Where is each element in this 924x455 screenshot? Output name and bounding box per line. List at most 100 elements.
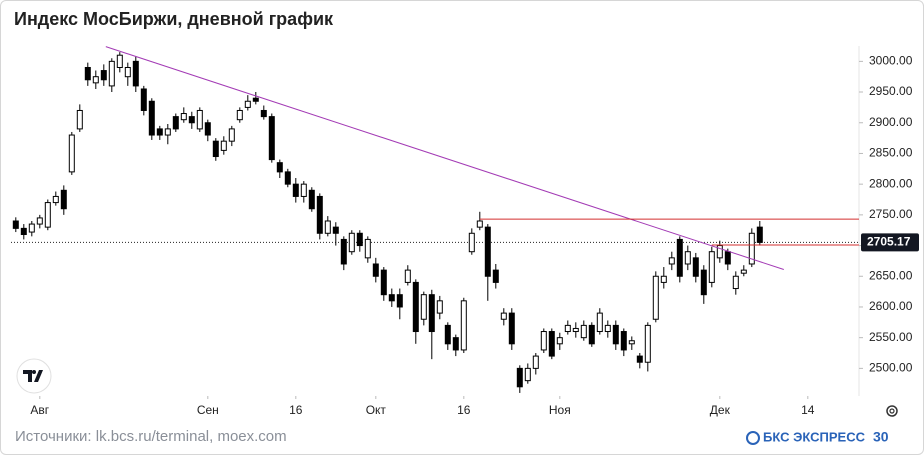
candle-body — [572, 327, 579, 333]
candle-body — [684, 251, 691, 265]
candle-body — [644, 324, 651, 363]
y-tick-label: 2850.00 — [869, 146, 913, 160]
candle-body — [532, 355, 539, 369]
candle-body — [604, 324, 611, 333]
trend-line — [105, 46, 784, 270]
candle-body — [660, 275, 667, 283]
candle-body — [596, 312, 603, 333]
candle-body — [92, 76, 99, 84]
candle-body — [692, 257, 699, 277]
y-tick-label: 2900.00 — [869, 115, 913, 129]
candle-body — [404, 269, 411, 283]
candle-body — [132, 60, 139, 87]
candle-body — [628, 340, 635, 345]
candle-body — [516, 367, 523, 388]
brand-logo: БКС ЭКСПРЕСС 30 — [746, 429, 889, 445]
candle-body — [388, 294, 395, 302]
candle-body — [228, 128, 235, 142]
candle-body — [84, 66, 91, 81]
candle-body — [588, 324, 595, 345]
candle-body — [340, 238, 347, 265]
candle-body — [564, 324, 571, 333]
x-tick-label: Ноя — [549, 403, 571, 417]
y-tick-label: 2800.00 — [869, 176, 913, 190]
candle-body — [652, 275, 659, 320]
candle-body — [396, 294, 403, 308]
settings-icon[interactable] — [886, 405, 898, 417]
candle-body — [324, 220, 331, 234]
candle-body — [620, 331, 627, 351]
candle-body — [308, 189, 315, 210]
candle-body — [500, 312, 507, 320]
candle-body — [332, 226, 339, 234]
candle-body — [548, 331, 555, 357]
candle-body — [108, 60, 115, 87]
candle-body — [756, 226, 763, 243]
candle-body — [140, 88, 147, 111]
candle-body — [28, 223, 35, 233]
candle-body — [36, 217, 43, 225]
candle-body — [676, 238, 683, 277]
candle-body — [260, 109, 267, 118]
candle-body — [236, 109, 243, 121]
x-tick-label: 14 — [801, 403, 815, 417]
candle-body — [468, 232, 475, 253]
candle-body — [276, 162, 283, 173]
candle-body — [556, 337, 563, 345]
candle-body — [612, 324, 619, 345]
candle-body — [172, 116, 179, 130]
candle-body — [668, 257, 675, 265]
brand-text: БКС ЭКСПРЕСС — [763, 429, 866, 444]
candle-body — [52, 195, 59, 204]
candle-body — [636, 355, 643, 363]
candle-body — [460, 300, 467, 351]
candle-body — [268, 116, 275, 161]
candle-body — [204, 122, 211, 136]
candle-body — [740, 269, 747, 274]
x-tick-label: 16 — [457, 403, 471, 417]
candle-body — [492, 269, 499, 283]
candle-body — [708, 251, 715, 283]
candle-body — [524, 367, 531, 382]
candle-body — [124, 66, 131, 78]
candle-body — [452, 337, 459, 351]
candle-body — [356, 232, 363, 247]
candle-body — [444, 324, 451, 345]
candle-body — [364, 238, 371, 259]
y-tick-label: 2750.00 — [869, 207, 913, 221]
candle-body — [116, 54, 123, 68]
brand-badge: 30 — [873, 429, 889, 445]
candle-body — [212, 140, 219, 158]
candle-body — [148, 100, 155, 136]
last-price-tag — [861, 233, 919, 252]
candle-body — [284, 171, 291, 185]
candle-body — [188, 116, 195, 124]
candle-body — [436, 300, 443, 314]
chart-title: Индекс МосБиржи, дневной график — [14, 9, 334, 29]
candle-body — [220, 140, 227, 151]
y-tick-label: 2950.00 — [869, 84, 913, 98]
candle-body — [348, 232, 355, 253]
candle-body — [20, 227, 27, 236]
y-tick-label: 2600.00 — [869, 299, 913, 313]
candle-body — [300, 183, 307, 197]
candle-body — [244, 100, 251, 108]
candle-body — [484, 226, 491, 277]
candle-body — [164, 128, 171, 136]
x-tick-label: 16 — [289, 403, 303, 417]
x-tick-label: Окт — [366, 403, 387, 417]
candle-body — [580, 324, 587, 339]
candle-body — [748, 232, 755, 265]
x-tick-label: Дек — [710, 403, 731, 417]
candle-body — [508, 312, 515, 345]
candle-body — [476, 220, 483, 228]
candle-body — [156, 128, 163, 136]
candle-body — [12, 220, 19, 229]
source-note: Источники: lk.bcs.ru/terminal, moex.com — [15, 428, 287, 445]
y-tick-label: 2650.00 — [869, 268, 913, 282]
candle-body — [316, 195, 323, 234]
candle-body — [380, 269, 387, 296]
candle-body — [700, 269, 707, 296]
